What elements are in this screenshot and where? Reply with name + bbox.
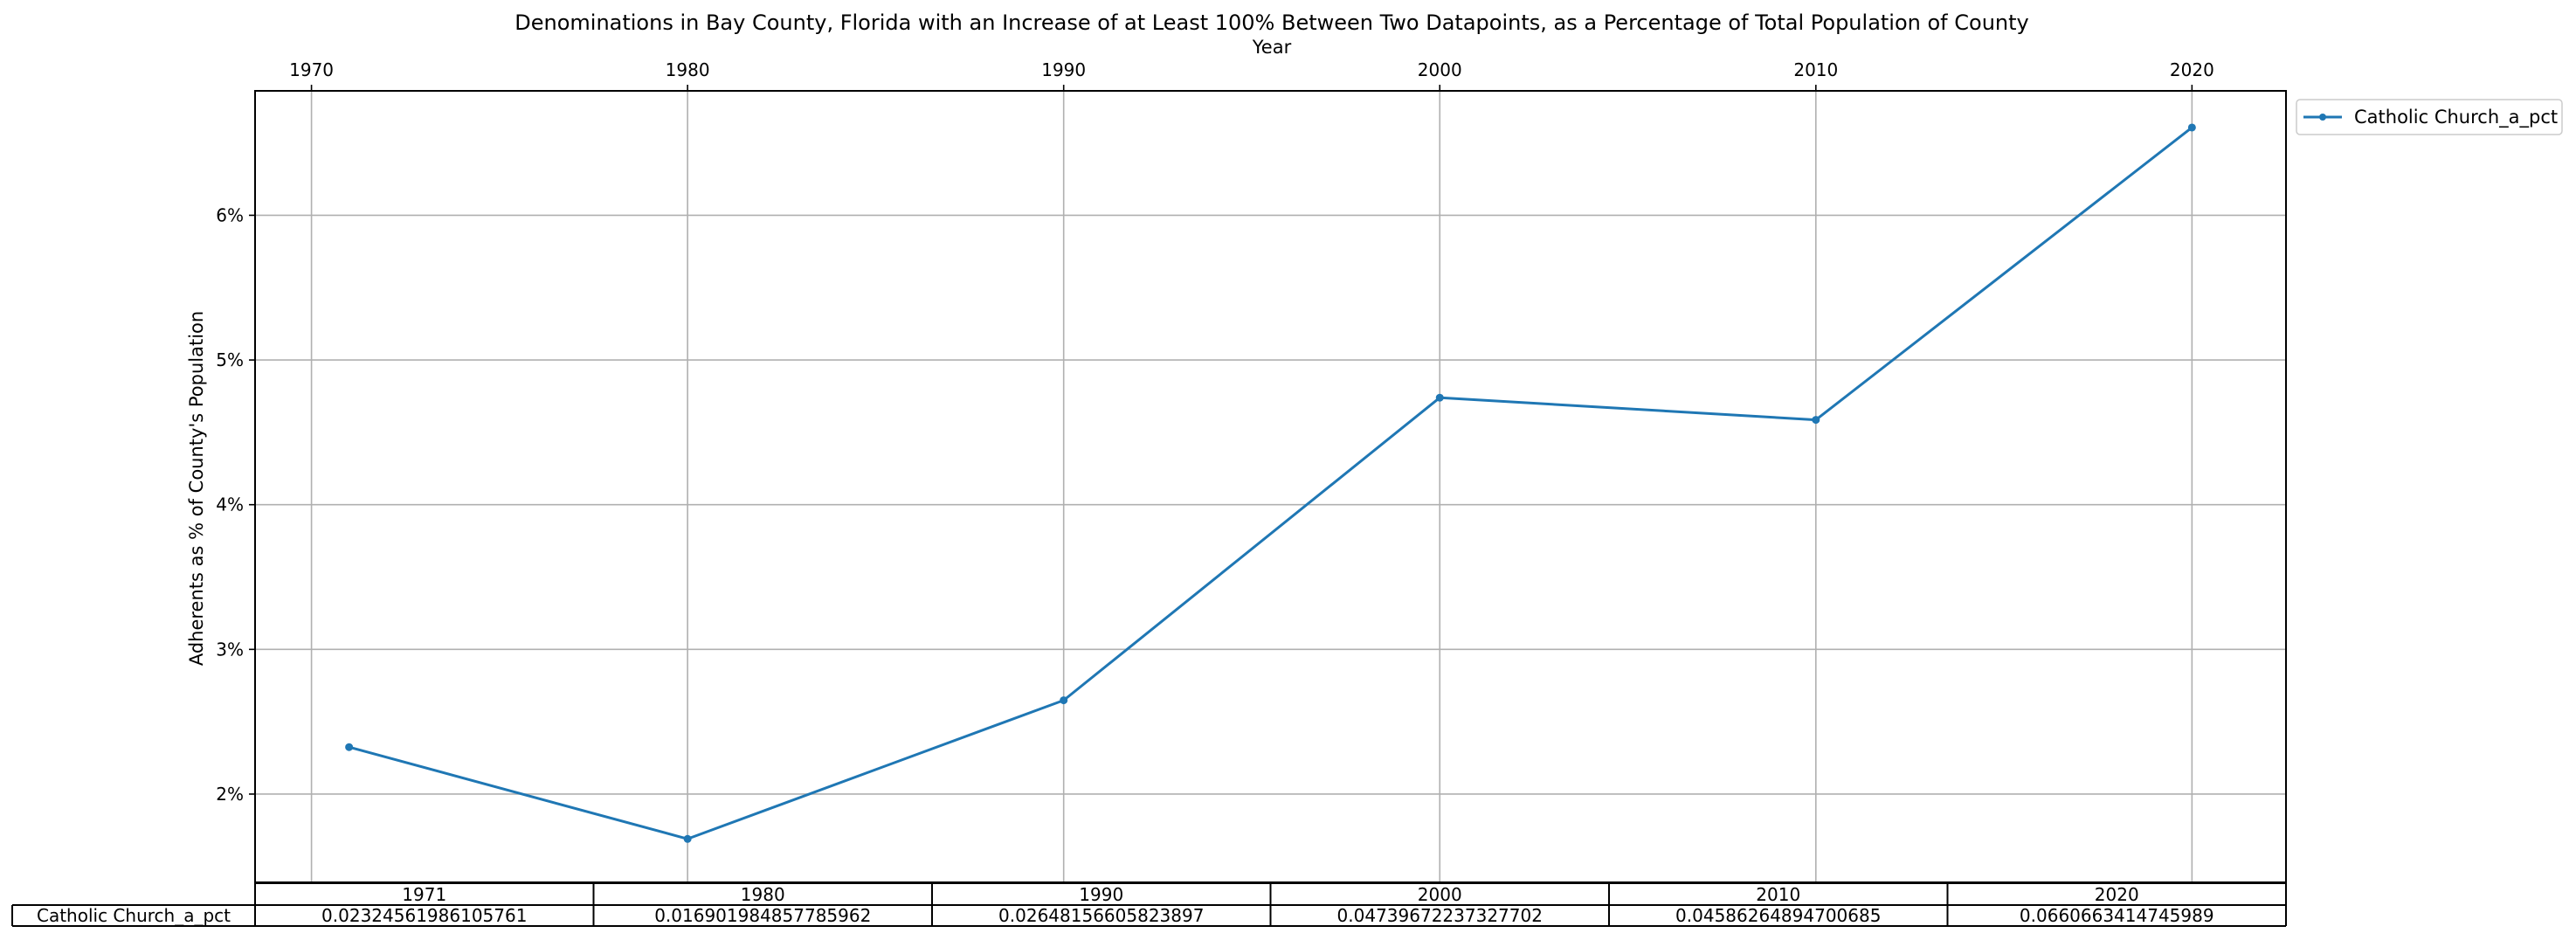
table-cell: 0.04586264894700685 xyxy=(1675,905,1881,926)
y-tick-label: 6% xyxy=(216,204,244,225)
y-tick-label: 4% xyxy=(216,494,244,515)
data-point xyxy=(683,834,692,843)
legend-box xyxy=(2296,99,2563,135)
table-cell: 0.02324561986105761 xyxy=(321,905,527,926)
x-tick-label: 2020 xyxy=(2170,59,2214,80)
y-axis-label: Adherents as % of County's Population xyxy=(186,311,207,666)
data-point xyxy=(1812,416,1820,425)
series-lines xyxy=(345,123,2196,843)
x-tick-label: 1990 xyxy=(1041,59,1086,80)
x-axis-ticks: 1970 1980 1990 2000 2010 2020 xyxy=(289,59,2214,91)
data-point xyxy=(345,743,354,751)
x-tick-label: 1980 xyxy=(666,59,710,80)
x-tick-label: 2000 xyxy=(1418,59,1462,80)
y-tick-label: 5% xyxy=(216,349,244,370)
data-table: 1971 1980 1990 2000 2010 2020 Catholic Church_… xyxy=(11,882,2287,927)
table-column-header: 1990 xyxy=(1079,884,1123,905)
table-cell: 0.04739672237327702 xyxy=(1337,905,1543,926)
table-cell: 0.016901984857785962 xyxy=(654,905,871,926)
table-row-label: Catholic Church_a_pct xyxy=(37,905,231,926)
x-axis-label: Year xyxy=(1252,37,1292,58)
legend-series-label: Catholic Church_a_pct xyxy=(2354,107,2558,128)
table-cell: 0.0660663414745989 xyxy=(2020,905,2214,926)
y-axis-ticks: 2% 3% 4% 5% 6% xyxy=(216,204,255,805)
y-tick-label: 2% xyxy=(216,784,244,805)
data-point xyxy=(2187,123,2196,132)
table-column-header: 1980 xyxy=(741,884,785,905)
table-column-header: 2020 xyxy=(2095,884,2139,905)
grid-lines xyxy=(255,91,2286,882)
table-column-header: 2000 xyxy=(1418,884,1462,905)
series-line xyxy=(349,126,2193,840)
x-tick-label: 1970 xyxy=(289,59,334,80)
legend: Catholic Church_a_pct xyxy=(2296,99,2563,135)
data-point xyxy=(1060,696,1068,705)
table-column-header: 2010 xyxy=(1756,884,1800,905)
table-cell: 0.02648156605823897 xyxy=(998,905,1204,926)
chart-title: Denominations in Bay County, Florida wit… xyxy=(515,10,2028,35)
table-column-header: 1971 xyxy=(402,884,446,905)
x-tick-label: 2010 xyxy=(1793,59,1838,80)
legend-series-marker xyxy=(2319,114,2326,121)
y-tick-label: 3% xyxy=(216,639,244,660)
data-point xyxy=(1435,393,1444,402)
